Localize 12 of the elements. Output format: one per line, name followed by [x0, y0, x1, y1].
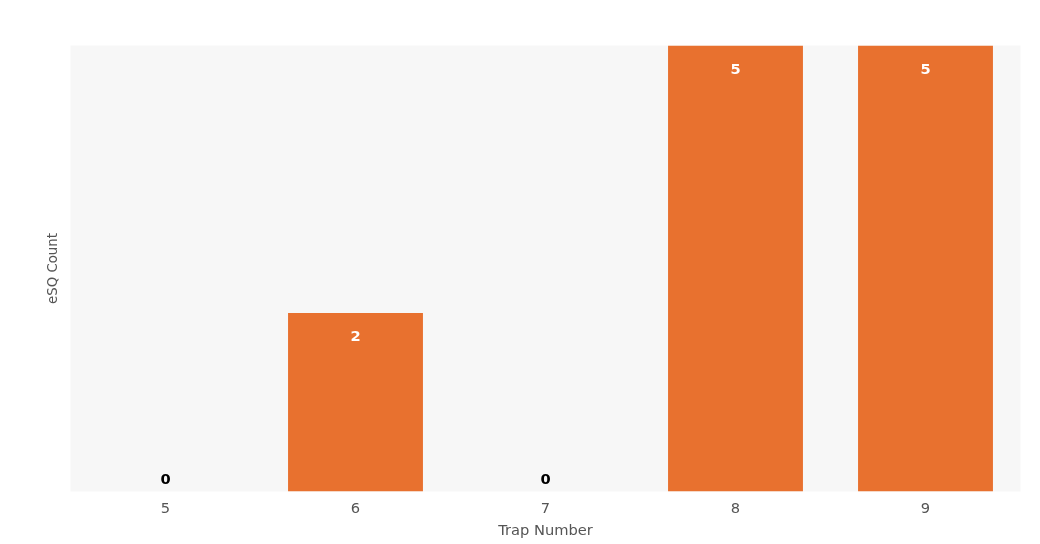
data-label: 0 — [540, 469, 551, 487]
x-tick-label: 6 — [350, 498, 361, 516]
data-label: 0 — [160, 469, 171, 487]
x-tick-label: 8 — [730, 498, 741, 516]
data-label: 2 — [350, 327, 361, 345]
x-tick-label: 7 — [540, 498, 551, 516]
y-axis-title: eSQ Count — [44, 233, 60, 304]
x-axis-title: Trap Number — [497, 520, 594, 538]
data-label: 5 — [920, 59, 931, 77]
data-label: 5 — [730, 59, 741, 77]
x-tick-label: 9 — [920, 498, 931, 516]
x-tick-label: 5 — [160, 498, 171, 516]
